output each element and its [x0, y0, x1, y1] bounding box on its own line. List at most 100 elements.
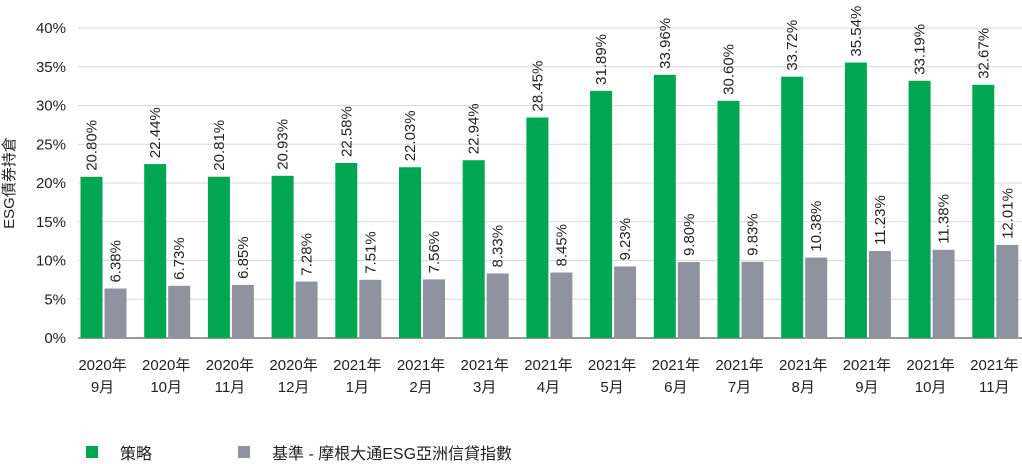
x-tick-month: 10月 [915, 379, 947, 396]
data-label-benchmark: 9.83% [745, 213, 762, 256]
y-tick-label: 20% [36, 175, 66, 192]
bar-strategy [972, 84, 995, 339]
x-tick-month: 4月 [537, 379, 560, 396]
data-label-benchmark: 9.23% [617, 218, 634, 261]
data-label-strategy: 33.19% [912, 24, 929, 75]
bar-benchmark [677, 262, 700, 338]
x-tick-year: 2021年 [461, 357, 509, 374]
data-label-strategy: 20.81% [211, 120, 228, 171]
bar-benchmark [996, 244, 1019, 338]
bars [80, 62, 1019, 339]
bar-strategy [781, 76, 804, 339]
data-label-strategy: 22.44% [147, 107, 164, 158]
data-label-strategy: 22.03% [402, 110, 419, 161]
x-tick-month: 12月 [278, 379, 310, 396]
data-label-benchmark: 6.85% [235, 236, 252, 279]
y-tick-label: 10% [36, 253, 66, 270]
x-tick-month: 11月 [979, 379, 1010, 396]
bar-benchmark [932, 249, 955, 338]
data-labels: 20.80% 6.38% 22.44% 6.73% 20.81% 6.85% 20.93% 7… [84, 6, 1017, 283]
legend-item-benchmark: 基準 - 摩根大通ESG亞洲信貸指數 [238, 440, 512, 464]
data-label-benchmark: 7.51% [362, 231, 379, 274]
x-tick-month: 8月 [792, 379, 815, 396]
x-tick-year: 2021年 [652, 357, 700, 374]
data-label-benchmark: 11.23% [872, 195, 889, 245]
data-label-strategy: 22.58% [338, 106, 355, 157]
data-label-strategy: 33.72% [784, 20, 801, 71]
bar-benchmark [741, 261, 764, 338]
data-label-strategy: 35.54% [848, 6, 865, 57]
x-tick-year: 2021年 [906, 357, 954, 374]
x-tick-year: 2020年 [269, 357, 317, 374]
bar-benchmark [168, 285, 191, 338]
x-tick-month: 2月 [409, 379, 432, 396]
y-tick-label: 0% [44, 330, 66, 347]
data-label-strategy: 30.60% [721, 44, 738, 95]
y-tick-label: 35% [36, 59, 66, 76]
x-tick-month: 3月 [473, 379, 496, 396]
data-label-benchmark: 7.28% [299, 233, 316, 276]
bar-strategy [207, 176, 230, 338]
bar-strategy [526, 117, 549, 338]
data-label-strategy: 28.45% [529, 61, 546, 112]
x-tick-year: 2021年 [333, 357, 381, 374]
x-tick-year: 2021年 [779, 357, 827, 374]
data-label-benchmark: 11.38% [936, 194, 953, 244]
bar-strategy [399, 167, 421, 338]
data-label-benchmark: 7.56% [426, 231, 443, 274]
x-tick-month: 1月 [346, 379, 369, 396]
bar-strategy [844, 62, 867, 338]
bar-strategy [717, 100, 740, 338]
legend-swatch-strategy [86, 446, 98, 458]
y-tick-label: 15% [36, 214, 66, 231]
y-tick-label: 25% [36, 136, 66, 153]
x-tick-month: 9月 [91, 379, 114, 396]
data-label-strategy: 31.89% [593, 34, 610, 85]
bar-benchmark [486, 273, 509, 338]
y-tick-label: 5% [44, 291, 66, 308]
bar-benchmark [295, 281, 318, 338]
bar-benchmark [868, 250, 891, 338]
legend: 策略 基準 - 摩根大通ESG亞洲信貸指數 [86, 440, 598, 464]
bar-benchmark [359, 279, 382, 338]
x-tick-year: 2021年 [970, 357, 1018, 374]
data-label-benchmark: 8.33% [490, 225, 507, 268]
bar-benchmark [614, 266, 637, 338]
x-tick-year: 2021年 [524, 357, 572, 374]
x-tick-month: 6月 [664, 379, 687, 396]
x-tick-year: 2021年 [588, 357, 636, 374]
bar-strategy [80, 176, 103, 338]
bar-benchmark [423, 279, 445, 338]
data-label-strategy: 20.80% [84, 120, 101, 171]
bar-strategy [653, 74, 676, 338]
data-label-benchmark: 6.73% [171, 237, 188, 280]
x-tick-year: 2020年 [78, 357, 126, 374]
legend-label-benchmark: 基準 - 摩根大通ESG亞洲信貸指數 [272, 446, 513, 463]
y-axis-label: ESG債券持倉 [1, 137, 18, 229]
legend-label-strategy: 策略 [120, 446, 153, 463]
x-tick-year: 2020年 [206, 357, 254, 374]
x-tick-month: 9月 [855, 379, 878, 396]
bar-strategy [335, 163, 358, 338]
y-tick-label: 40% [36, 20, 66, 37]
data-label-benchmark: 6.38% [108, 240, 125, 283]
data-label-benchmark: 12.01% [999, 188, 1016, 239]
bar-strategy [590, 90, 613, 338]
data-label-strategy: 33.96% [657, 18, 674, 69]
data-label-strategy: 22.94% [466, 103, 483, 154]
data-label-benchmark: 8.45% [553, 224, 570, 267]
bar-strategy [908, 80, 931, 338]
data-label-strategy: 32.67% [975, 28, 992, 79]
legend-swatch-benchmark [238, 446, 251, 458]
x-tick-month: 7月 [728, 379, 751, 396]
x-tick-year: 2020年 [142, 357, 190, 374]
bar-strategy [462, 160, 485, 338]
x-tick-year: 2021年 [715, 357, 763, 374]
data-label-benchmark: 9.80% [681, 214, 698, 257]
data-label-benchmark: 10.38% [808, 201, 825, 252]
legend-item-strategy: 策略 [86, 440, 152, 464]
x-tick-year: 2021年 [843, 357, 891, 374]
y-tick-label: 30% [36, 98, 66, 115]
x-tick-year: 2021年 [397, 357, 445, 374]
